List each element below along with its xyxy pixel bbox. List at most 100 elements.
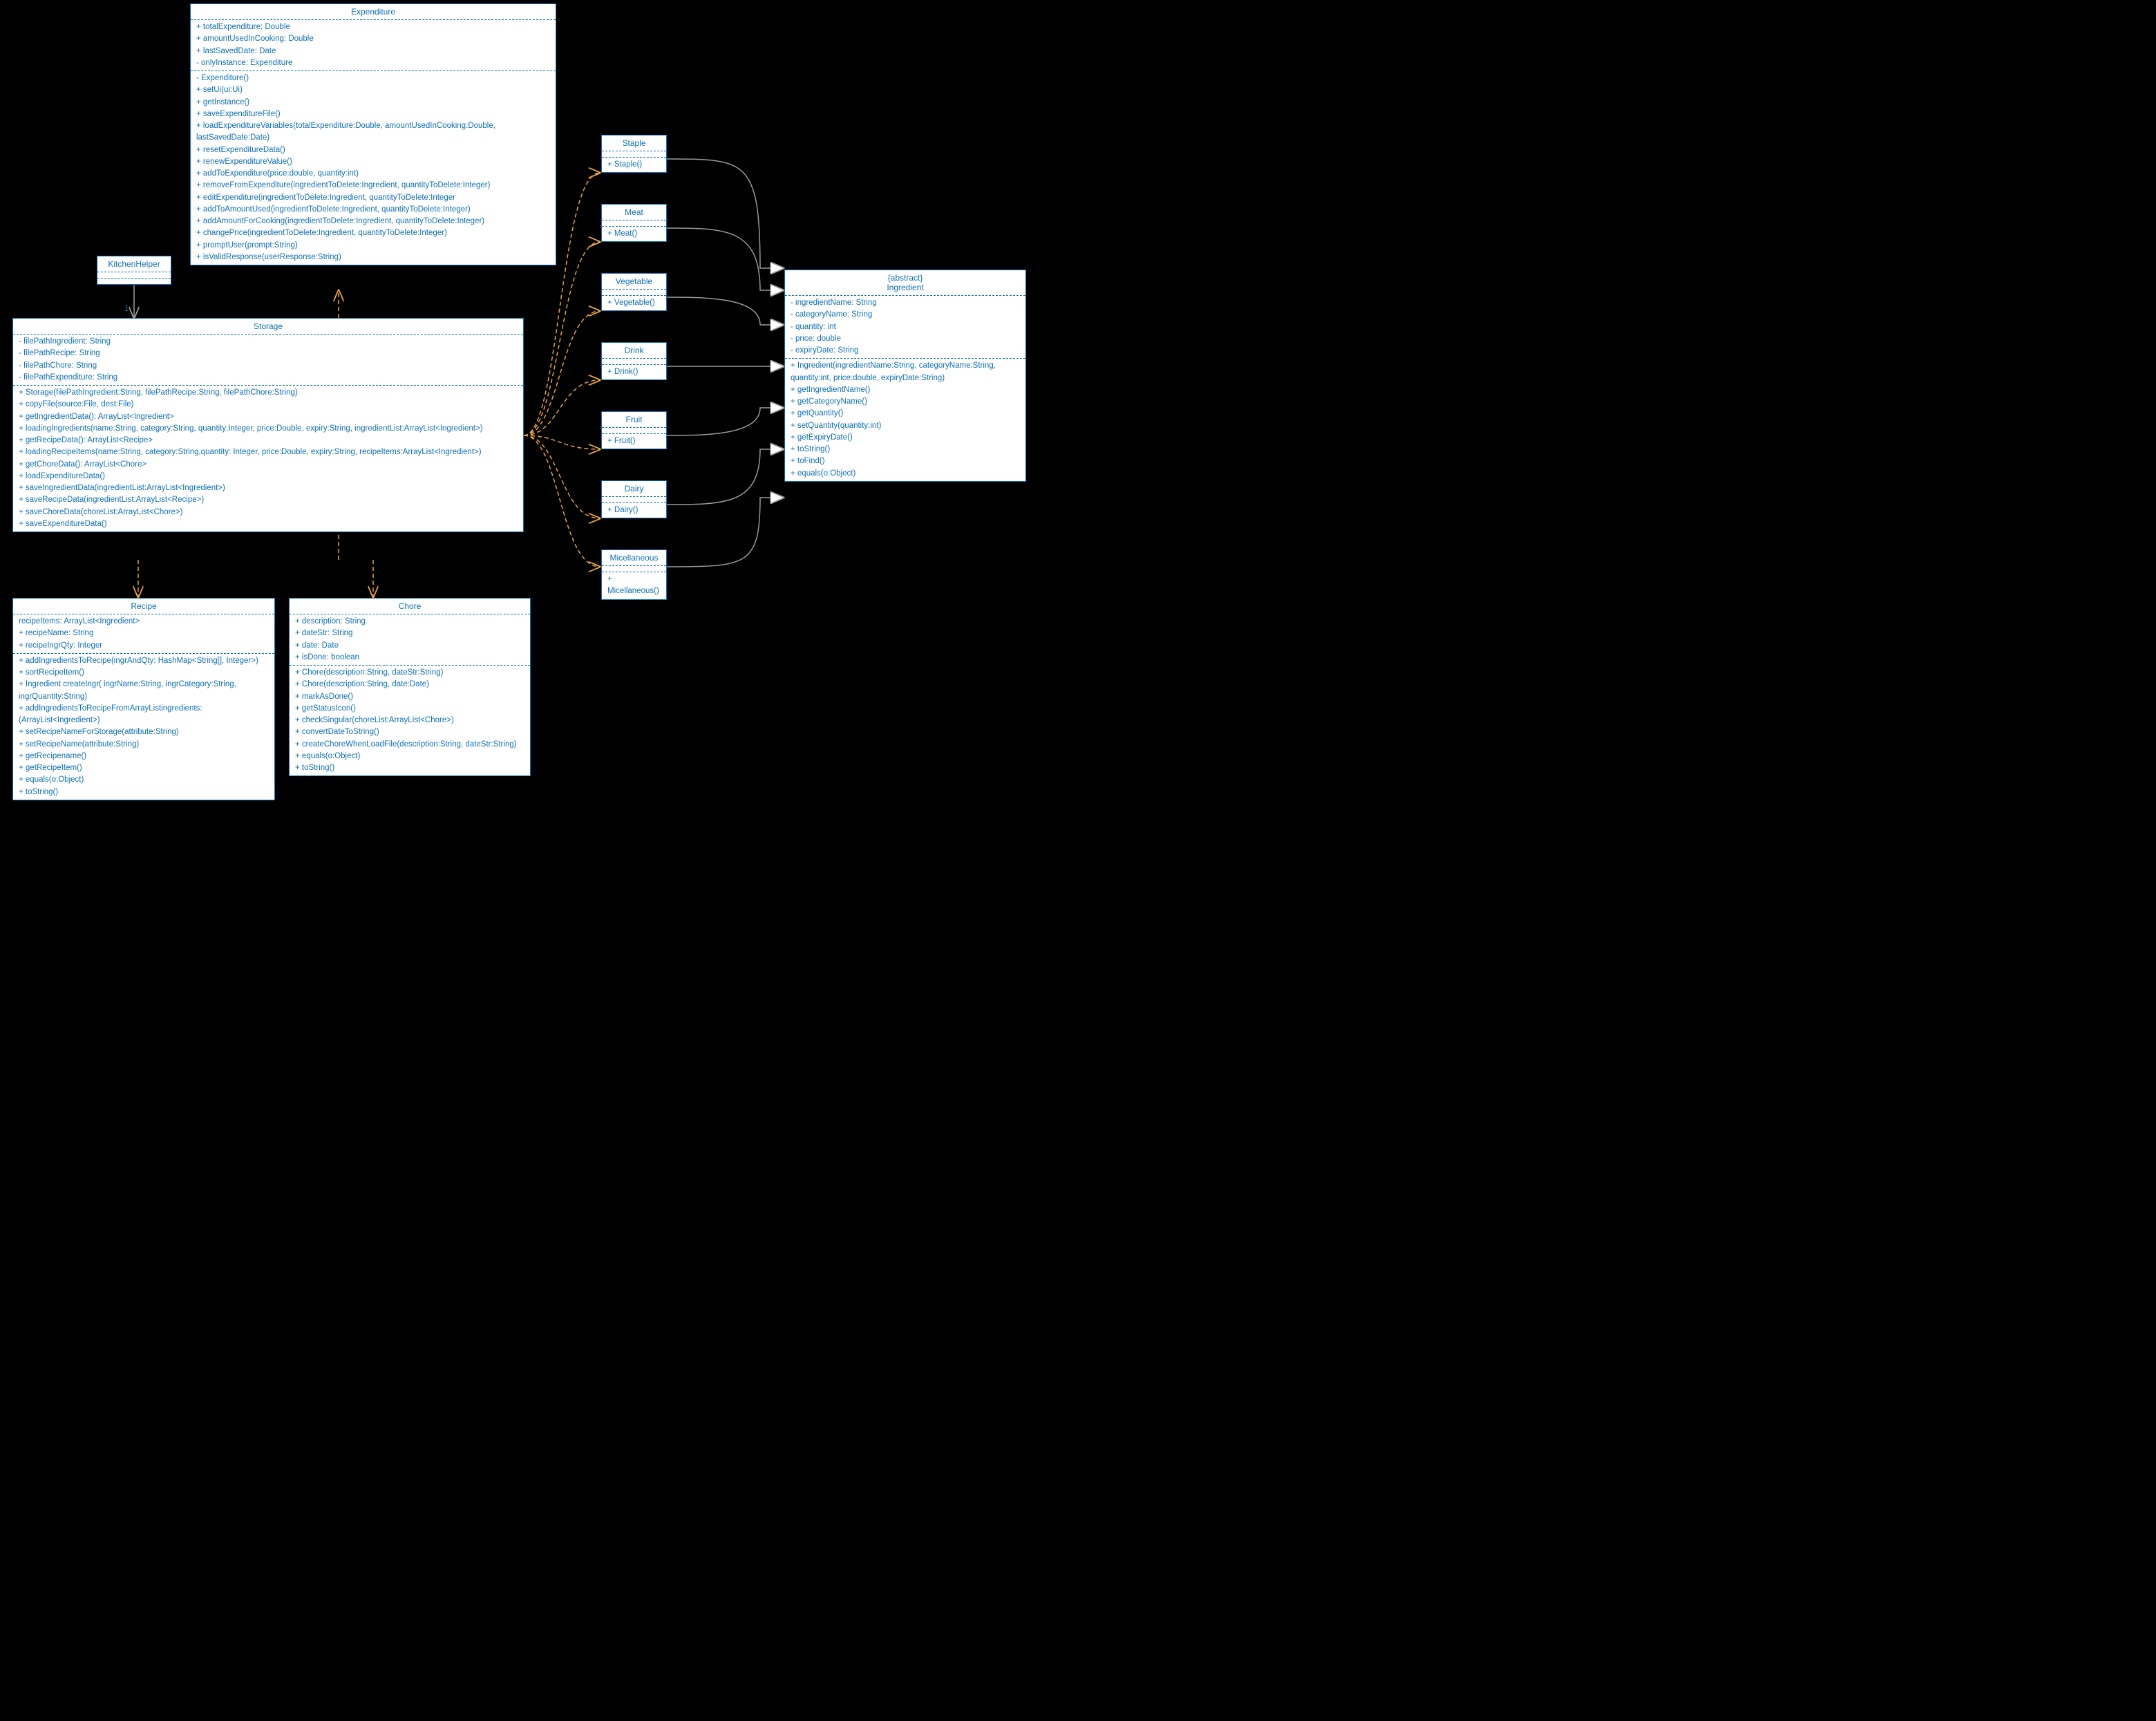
method: + Meat()	[607, 228, 661, 240]
method: + promptUser(prompt:String)	[196, 240, 550, 252]
method: + convertDateToString()	[295, 726, 524, 738]
method: + toFind()	[791, 455, 1020, 467]
method: + Dairy()	[607, 505, 661, 516]
attribute: + totalExpenditure: Double	[196, 21, 550, 33]
class-title: KitchenHelper	[97, 256, 171, 272]
attribute: recipeItems: ArrayList<Ingredient>	[19, 616, 269, 628]
method: + createChoreWhenLoadFile(description:St…	[295, 739, 524, 751]
method: + getRecipeItem()	[19, 762, 269, 774]
attribute: - onlyInstance: Expenditure	[196, 57, 550, 69]
method: + Chore(description:String, date:Date)	[295, 679, 524, 690]
class-title: Drink	[602, 343, 666, 359]
connector-dep	[524, 242, 600, 435]
methods-section: + Micellaneous()	[602, 572, 666, 599]
method: + loadingRecipeItems(name:String, catego…	[19, 446, 518, 458]
method: + getQuantity()	[791, 408, 1020, 420]
connector-dep	[524, 380, 600, 435]
method: + sortRecipeItem()	[19, 667, 269, 679]
multiplicity-label: 1	[124, 303, 129, 313]
class-miscellaneous: Micellaneous + Micellaneous()	[601, 549, 667, 600]
attribute: + amountUsedInCooking: Double	[196, 33, 550, 45]
method: + Staple()	[607, 159, 661, 171]
method: + addToAmountUsed(ingredientToDelete:Ing…	[196, 204, 550, 216]
method: + renewExpenditureValue()	[196, 156, 550, 168]
method: + Micellaneous()	[607, 574, 661, 598]
class-title: Recipe	[13, 599, 274, 614]
attributes-section	[602, 220, 666, 227]
attribute: - filePathRecipe: String	[19, 348, 518, 359]
method: + editExpenditure(ingredientToDelete:Ing…	[196, 192, 550, 204]
methods-section	[97, 279, 171, 284]
method: + saveRecipeData(ingredientList:ArrayLis…	[19, 494, 518, 506]
class-chore: Chore+ description: String+ dateStr: Str…	[289, 598, 531, 776]
class-name: Drink	[607, 346, 661, 355]
method: + equals(o:Object)	[295, 751, 524, 762]
connector-dep	[524, 311, 600, 435]
connector-gen	[667, 498, 784, 567]
method: + setUi(ui:Ui)	[196, 84, 550, 96]
class-name: Staple	[607, 138, 661, 148]
methods-section: + Chore(description:String, dateStr:Stri…	[290, 666, 530, 775]
class-name: Micellaneous	[607, 553, 661, 563]
method: + Vegetable()	[607, 297, 661, 309]
method: + Ingredient(ingredientName:String, cate…	[791, 360, 1020, 384]
method: + loadingIngredients(name:String, catego…	[19, 423, 518, 435]
connector-gen	[667, 159, 784, 268]
method: + Chore(description:String, dateStr:Stri…	[295, 667, 524, 679]
attributes-section: - ingredientName: String- categoryName: …	[785, 296, 1025, 359]
class-name: Fruit	[607, 415, 661, 424]
attribute: - expiryDate: String	[791, 345, 1020, 357]
class-meat: Meat + Meat()	[601, 204, 667, 242]
method: + getIngredientName()	[791, 384, 1020, 396]
class-name: Expenditure	[196, 7, 550, 17]
connector-dep	[524, 435, 600, 567]
method: + isValidResponse(userResponse:String)	[196, 252, 550, 263]
class-title: Staple	[602, 135, 666, 151]
method: + loadExpenditureVariables(totalExpendit…	[196, 120, 550, 144]
method: + loadExpenditureData()	[19, 471, 518, 482]
attribute: - quantity: int	[791, 321, 1020, 333]
method: + getChoreData(): ArrayList<Chore>	[19, 459, 518, 471]
method: + copyFile(source:File, dest:File)	[19, 399, 518, 411]
methods-section: + Fruit()	[602, 434, 666, 449]
method: + setRecipeName(attribute:String)	[19, 739, 269, 751]
method: + checkSingular(choreList:ArrayList<Chor…	[295, 715, 524, 726]
class-title: Micellaneous	[602, 550, 666, 566]
class-title: Meat	[602, 205, 666, 220]
attribute: - ingredientName: String	[791, 297, 1020, 309]
class-vegetable: Vegetable+ Vegetable()	[601, 273, 667, 311]
method: + Storage(filePathIngredient:String, fil…	[19, 387, 518, 399]
method: + saveIngredientData(ingredientList:Arra…	[19, 482, 518, 494]
method: + getInstance()	[196, 97, 550, 109]
method: + getCategoryName()	[791, 396, 1020, 408]
methods-section: - Expenditure()+ setUi(ui:Ui)+ getInstan…	[191, 71, 556, 265]
methods-section: + Staple()	[602, 158, 666, 172]
attributes-section	[602, 428, 666, 434]
connector-gen	[667, 408, 784, 435]
class-title: Chore	[290, 599, 530, 614]
method: + setRecipeNameForStorage(attribute:Stri…	[19, 726, 269, 738]
attribute: + recipeName: String	[19, 628, 269, 639]
class-title: Fruit	[602, 412, 666, 428]
method: + markAsDone()	[295, 691, 524, 703]
class-title: {abstract}Ingredient	[785, 270, 1025, 296]
class-name: Storage	[19, 321, 518, 331]
method: + toString()	[295, 762, 524, 774]
connector-gen	[667, 228, 784, 290]
method: + addIngredientsToRecipe(ingrAndQty: Has…	[19, 655, 269, 667]
connector-gen	[667, 297, 784, 325]
method: + addAmountForCooking(ingredientToDelete…	[196, 216, 550, 227]
class-kitchenHelper: KitchenHelper	[97, 256, 171, 285]
connector-dep	[524, 435, 600, 518]
method: + getStatusIcon()	[295, 703, 524, 715]
method: + removeFromExpenditure(ingredientToDele…	[196, 180, 550, 191]
class-drink: Drink + Drink()	[601, 342, 667, 380]
attributes-section	[602, 566, 666, 572]
attributes-section: + description: String+ dateStr: String+ …	[290, 614, 530, 666]
method: + changePrice(ingredientToDelete:Ingredi…	[196, 227, 550, 239]
attribute: - price: double	[791, 333, 1020, 345]
method: + getRecipename()	[19, 751, 269, 762]
methods-section: + Drink()	[602, 365, 666, 379]
attribute: + date: Date	[295, 640, 524, 652]
attribute: + recipeIngrQty: Integer	[19, 640, 269, 652]
